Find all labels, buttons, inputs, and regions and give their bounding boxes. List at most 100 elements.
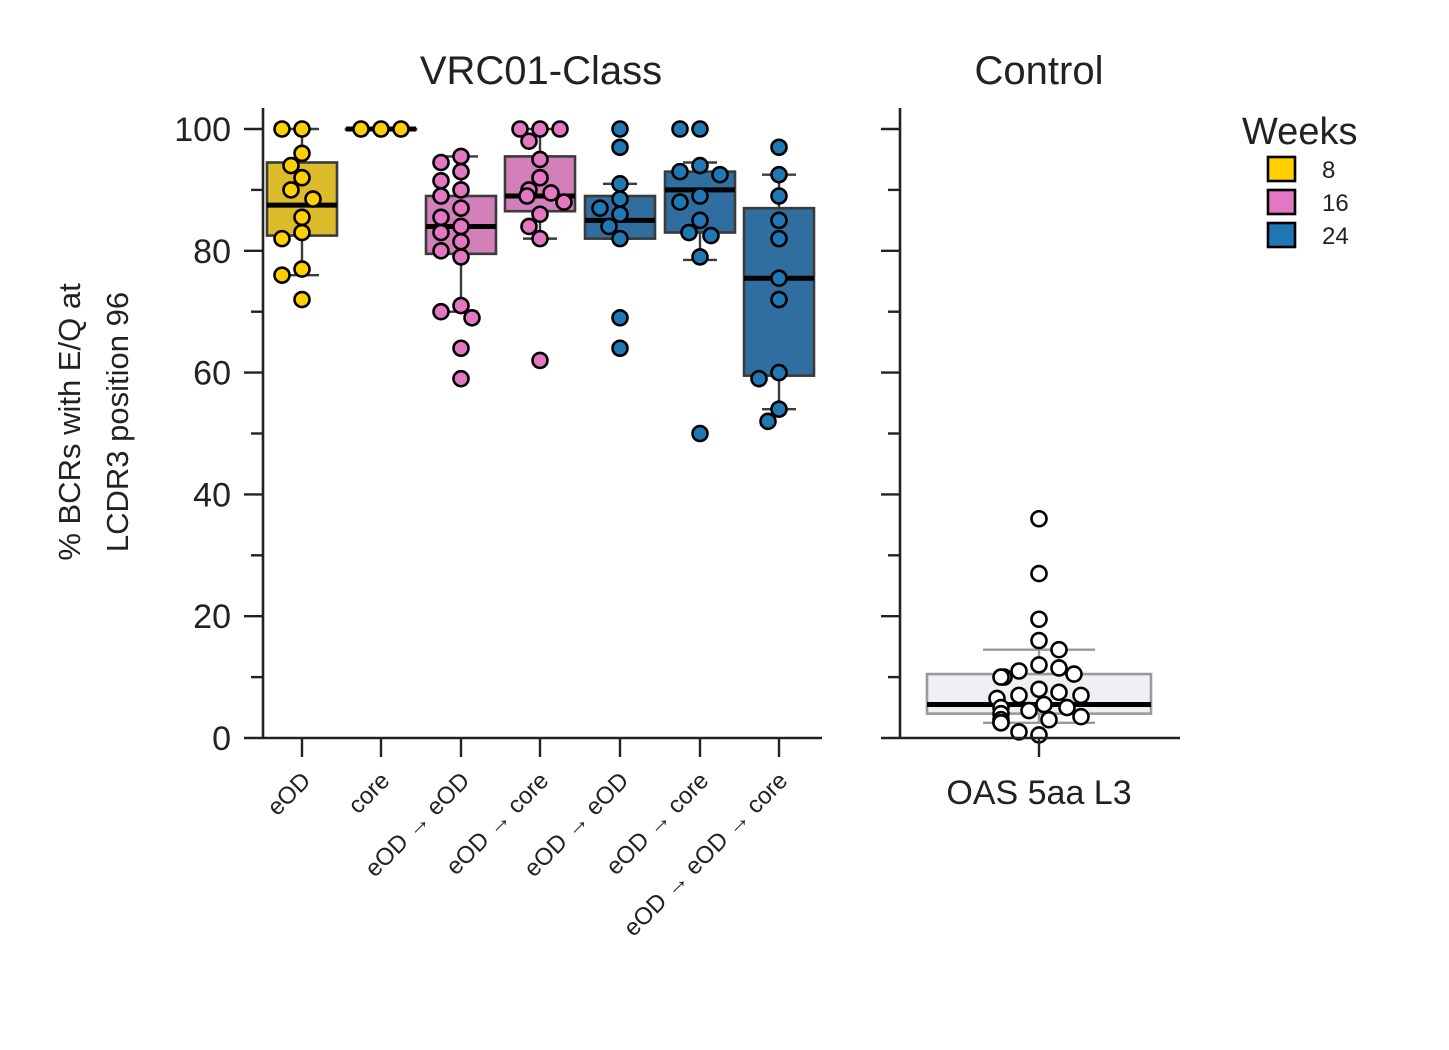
points-0 [273,120,322,309]
data-point [452,296,470,315]
data-point [293,260,311,278]
data-point [1010,662,1028,680]
data-point [770,269,788,288]
data-point [611,205,629,224]
data-point [452,339,470,358]
data-point [1040,710,1058,729]
data-point [770,363,788,382]
data-point [671,193,689,211]
data-point [691,248,709,266]
data-point [691,424,709,443]
data-point [611,229,629,248]
data-point [1010,686,1028,705]
data-point [432,171,450,190]
data-point [671,162,689,181]
points-2 [432,147,481,388]
y-axis-ticks: 0 20 40 60 80 100 [174,111,263,758]
data-point [452,217,470,236]
data-point [691,211,709,230]
data-point [432,187,450,205]
point-group [273,120,788,443]
data-point [770,211,788,230]
data-point [1020,701,1038,720]
y-tick-label: 40 [193,476,231,514]
data-point [611,175,629,193]
data-point [770,165,788,184]
data-point [1065,665,1083,683]
data-point [711,165,729,184]
data-point [282,156,300,175]
x-tick-label: OAS 5aa L3 [946,774,1131,812]
data-point [293,144,311,163]
x-tick-label: core [343,767,395,819]
data-point [551,120,569,138]
data-point [392,120,410,138]
vrc01-class-panel: VRC01-Class % BCRs with E/Q at LCDR3 posi… [52,49,822,942]
data-point [352,120,370,138]
data-point [452,162,470,181]
data-point [531,120,549,138]
points-6 [750,138,788,431]
data-point [432,242,450,260]
x-axis-ticks-control: OAS 5aa L3 [946,738,1132,812]
data-point [1030,610,1048,629]
data-point [759,412,777,431]
points-5 [671,120,729,443]
data-point [511,120,529,138]
data-point [432,302,450,321]
legend: Weeks 8 16 24 [1242,111,1357,250]
data-point [282,181,300,199]
data-point [611,308,629,327]
data-point [1050,640,1068,659]
data-point [531,168,549,187]
data-point [770,290,788,309]
data-point [531,229,549,248]
control-panel: Control OAS 5aa L3 [881,49,1180,812]
data-point [555,193,573,211]
data-point [671,120,689,138]
data-point [293,223,311,242]
data-point [1072,707,1090,726]
data-point [463,308,481,327]
x-tick-label: eOD [262,767,316,821]
points-1 [352,120,410,138]
data-point [432,223,450,242]
data-point [1030,680,1048,699]
data-point [432,208,450,227]
data-point [542,184,560,202]
data-point [520,132,538,150]
data-point [691,187,709,205]
data-point [611,339,629,358]
legend-item-week-16: 16 [1266,188,1349,217]
data-point [531,205,549,224]
data-point [992,668,1010,686]
data-point [452,248,470,266]
data-point [1030,564,1048,583]
data-point [452,181,470,199]
data-point [452,147,470,166]
data-point [691,120,709,138]
data-point [452,369,470,388]
data-point [452,199,470,217]
data-point [293,168,311,187]
y-tick-label: 60 [193,355,231,393]
legend-swatch [1266,155,1297,183]
data-point [273,266,291,284]
legend-swatch [1266,221,1297,249]
data-point [611,190,629,208]
y-axis-ticks-control [881,127,900,740]
data-point [1050,659,1068,677]
y-tick-label: 100 [174,111,231,149]
y-axis-label: % BCRs with E/Q at LCDR3 position 96 [52,283,135,561]
data-point [1030,631,1048,650]
legend-items: 8 16 24 [1266,155,1349,250]
legend-label: 24 [1322,223,1349,250]
legend-item-week-8: 8 [1266,155,1335,184]
data-point [770,229,788,248]
panel-title-control: Control [975,49,1104,93]
point-group-control [988,509,1090,744]
data-point [518,187,536,205]
data-point [273,229,291,248]
data-point [1030,656,1048,674]
